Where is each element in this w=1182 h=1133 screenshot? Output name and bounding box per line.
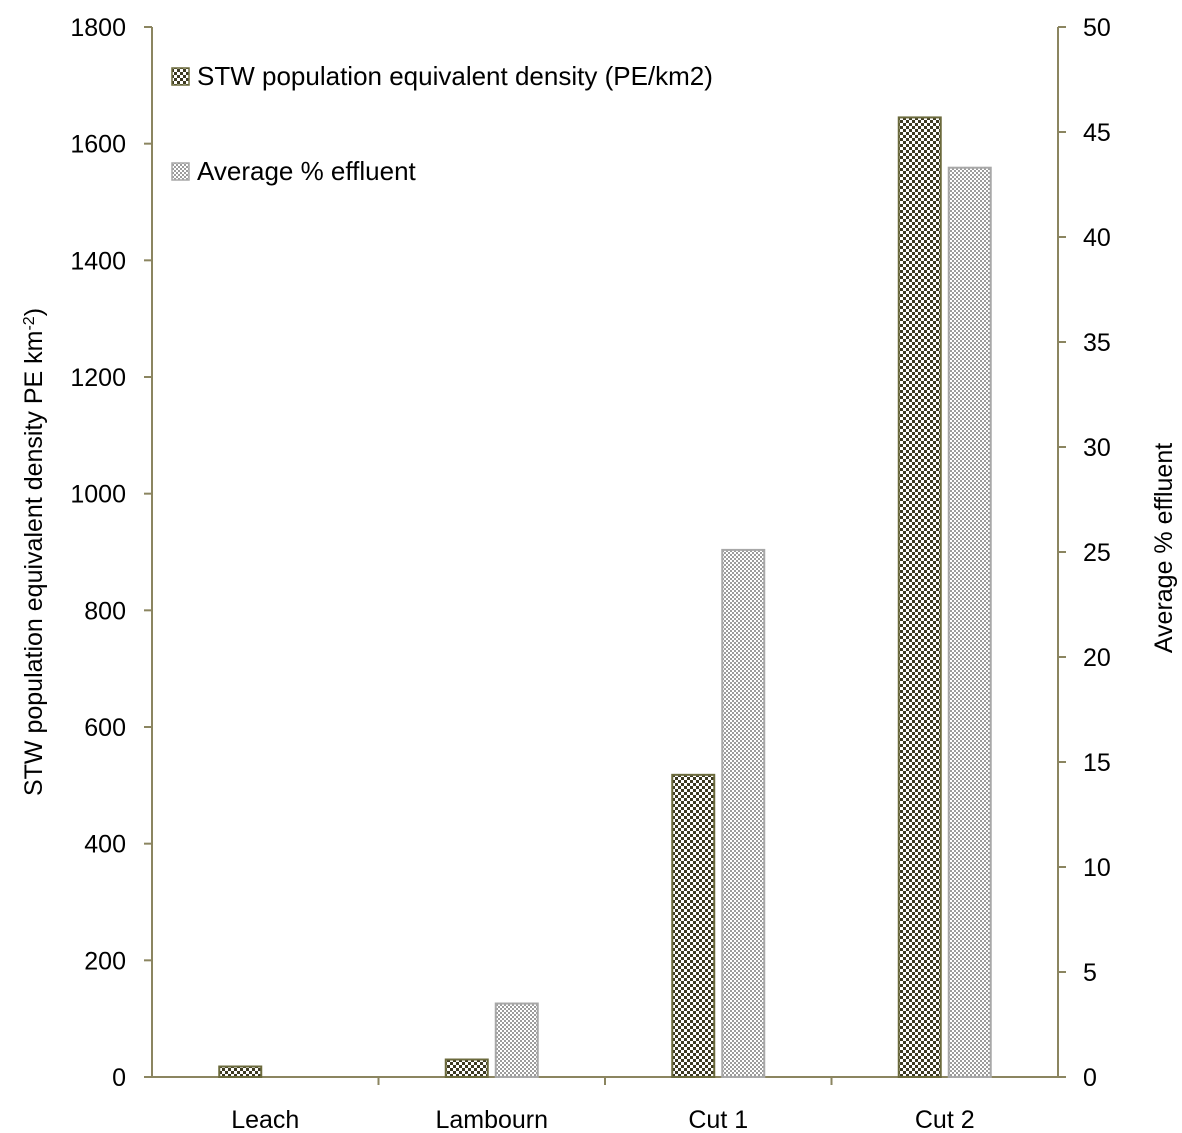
x-tick-label: Lambourn — [435, 1106, 548, 1133]
labels: 0 200 400 600 800 1000 1200 1400 1600 1800 0 5 10 15 2… — [20, 14, 1178, 1133]
left-tick-label: 400 — [84, 831, 126, 859]
right-tick-label: 10 — [1083, 854, 1111, 882]
bar-pe-density — [444, 1058, 489, 1078]
bar-effluent — [494, 1002, 539, 1078]
bar-effluent — [721, 548, 766, 1078]
right-tick-label: 30 — [1083, 434, 1111, 462]
left-tick-label: 600 — [84, 714, 126, 742]
right-tick-label: 20 — [1083, 644, 1111, 672]
right-tick-label: 35 — [1083, 329, 1111, 357]
left-tick-label: 1800 — [70, 14, 126, 42]
bar-pe-density — [897, 116, 942, 1078]
right-tick-label: 0 — [1083, 1064, 1097, 1092]
x-tick-label: Leach — [231, 1106, 299, 1133]
left-tick-label: 800 — [84, 597, 126, 625]
right-tick-label: 15 — [1083, 749, 1111, 777]
right-axis-title: Average % effluent — [1150, 443, 1178, 653]
legend-label: STW population equivalent density (PE/km… — [197, 61, 713, 91]
bar-pe-density — [671, 773, 716, 1078]
x-tick-label: Cut 1 — [688, 1106, 748, 1133]
right-tick-label: 45 — [1083, 119, 1111, 147]
right-tick-label: 25 — [1083, 539, 1111, 567]
legend: STW population equivalent density (PE/km… — [171, 61, 713, 186]
bars — [218, 116, 992, 1078]
x-tick-label: Cut 2 — [915, 1106, 975, 1133]
legend-swatch — [171, 162, 190, 181]
left-tick-label: 1400 — [70, 247, 126, 275]
bar-effluent — [947, 166, 992, 1078]
legend-label: Average % effluent — [197, 156, 417, 186]
right-tick-label: 5 — [1083, 959, 1097, 987]
left-tick-label: 1200 — [70, 364, 126, 392]
bar-pe-density — [218, 1065, 263, 1078]
right-tick-label: 50 — [1083, 14, 1111, 42]
axes — [144, 26, 1066, 1085]
left-tick-label: 200 — [84, 947, 126, 975]
right-tick-label: 40 — [1083, 224, 1111, 252]
left-tick-label: 0 — [112, 1064, 126, 1092]
legend-swatch — [171, 67, 190, 86]
left-tick-label: 1600 — [70, 131, 126, 159]
left-axis-title: STW population equivalent density PE km-… — [20, 308, 48, 796]
left-tick-label: 1000 — [70, 481, 126, 509]
